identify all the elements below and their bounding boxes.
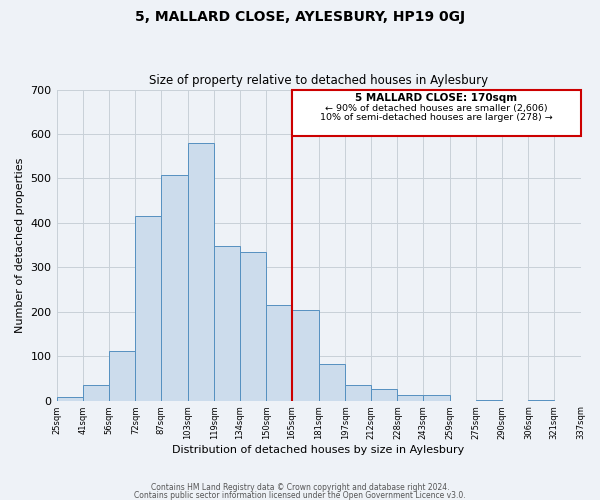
Bar <box>371 390 397 400</box>
Bar <box>188 144 214 400</box>
Text: Contains public sector information licensed under the Open Government Licence v3: Contains public sector information licen… <box>134 490 466 500</box>
Text: ← 90% of detached houses are smaller (2,606): ← 90% of detached houses are smaller (2,… <box>325 104 547 113</box>
Bar <box>161 176 188 400</box>
Bar <box>266 306 292 400</box>
FancyBboxPatch shape <box>292 90 581 136</box>
Text: Contains HM Land Registry data © Crown copyright and database right 2024.: Contains HM Land Registry data © Crown c… <box>151 484 449 492</box>
Bar <box>136 216 161 400</box>
Bar <box>292 310 319 400</box>
Bar <box>346 384 371 400</box>
Bar <box>109 351 136 401</box>
Bar <box>239 252 266 400</box>
Text: 5, MALLARD CLOSE, AYLESBURY, HP19 0GJ: 5, MALLARD CLOSE, AYLESBURY, HP19 0GJ <box>135 10 465 24</box>
Bar <box>319 364 346 401</box>
Bar <box>422 395 449 400</box>
Title: Size of property relative to detached houses in Aylesbury: Size of property relative to detached ho… <box>149 74 488 87</box>
Bar <box>214 246 239 400</box>
Bar <box>83 384 109 400</box>
Text: 10% of semi-detached houses are larger (278) →: 10% of semi-detached houses are larger (… <box>320 113 553 122</box>
X-axis label: Distribution of detached houses by size in Aylesbury: Distribution of detached houses by size … <box>172 445 464 455</box>
Text: 5 MALLARD CLOSE: 170sqm: 5 MALLARD CLOSE: 170sqm <box>355 92 517 102</box>
Bar <box>56 397 83 400</box>
Y-axis label: Number of detached properties: Number of detached properties <box>15 158 25 333</box>
Bar <box>397 395 422 400</box>
